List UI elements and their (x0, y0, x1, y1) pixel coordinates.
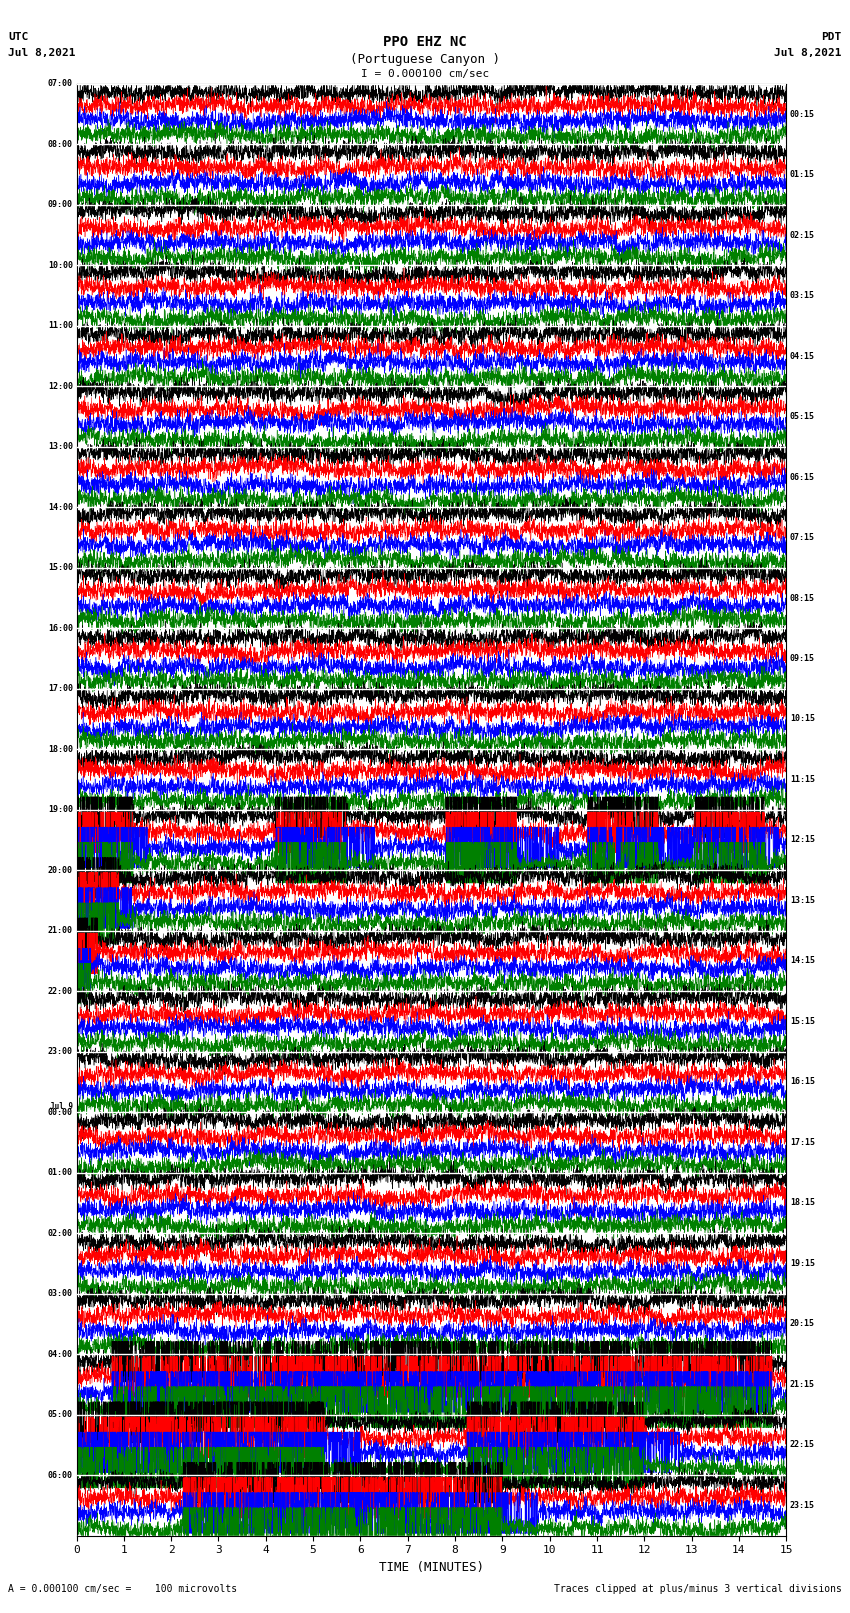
Text: 18:15: 18:15 (790, 1198, 815, 1208)
Text: Jul 8,2021: Jul 8,2021 (8, 48, 76, 58)
Text: 05:15: 05:15 (790, 411, 815, 421)
Text: 06:00: 06:00 (48, 1471, 73, 1479)
Text: 13:15: 13:15 (790, 895, 815, 905)
Text: PPO EHZ NC: PPO EHZ NC (383, 35, 467, 50)
Text: 20:00: 20:00 (48, 866, 73, 874)
Text: 04:00: 04:00 (48, 1350, 73, 1358)
Text: 05:00: 05:00 (48, 1410, 73, 1419)
Text: 00:15: 00:15 (790, 110, 815, 119)
Text: Traces clipped at plus/minus 3 vertical divisions: Traces clipped at plus/minus 3 vertical … (553, 1584, 842, 1594)
Text: 13:00: 13:00 (48, 442, 73, 452)
Text: 00:00: 00:00 (48, 1108, 73, 1116)
Text: (Portuguese Canyon ): (Portuguese Canyon ) (350, 53, 500, 66)
Text: 07:15: 07:15 (790, 532, 815, 542)
Text: PDT: PDT (821, 32, 842, 42)
Text: 01:00: 01:00 (48, 1168, 73, 1177)
Text: 01:15: 01:15 (790, 169, 815, 179)
Text: 12:00: 12:00 (48, 382, 73, 390)
Text: Jul 9: Jul 9 (50, 1102, 73, 1111)
Text: UTC: UTC (8, 32, 29, 42)
Text: 19:15: 19:15 (790, 1258, 815, 1268)
Text: 21:00: 21:00 (48, 926, 73, 936)
Text: 03:15: 03:15 (790, 290, 815, 300)
X-axis label: TIME (MINUTES): TIME (MINUTES) (379, 1561, 484, 1574)
Text: 23:00: 23:00 (48, 1047, 73, 1057)
Text: 23:15: 23:15 (790, 1500, 815, 1510)
Text: 10:15: 10:15 (790, 715, 815, 724)
Text: 04:15: 04:15 (790, 352, 815, 361)
Text: 03:00: 03:00 (48, 1289, 73, 1298)
Text: 08:15: 08:15 (790, 594, 815, 603)
Text: 15:00: 15:00 (48, 563, 73, 573)
Text: 09:00: 09:00 (48, 200, 73, 210)
Text: 09:15: 09:15 (790, 653, 815, 663)
Text: 22:15: 22:15 (790, 1440, 815, 1450)
Text: I = 0.000100 cm/sec: I = 0.000100 cm/sec (361, 69, 489, 79)
Text: 16:15: 16:15 (790, 1077, 815, 1087)
Text: 14:15: 14:15 (790, 957, 815, 966)
Text: 19:00: 19:00 (48, 805, 73, 815)
Text: 11:15: 11:15 (790, 774, 815, 784)
Text: 08:00: 08:00 (48, 140, 73, 148)
Text: 06:15: 06:15 (790, 473, 815, 482)
Text: A = 0.000100 cm/sec =    100 microvolts: A = 0.000100 cm/sec = 100 microvolts (8, 1584, 238, 1594)
Text: 16:00: 16:00 (48, 624, 73, 632)
Text: 07:00: 07:00 (48, 79, 73, 89)
Text: 11:00: 11:00 (48, 321, 73, 331)
Text: 22:00: 22:00 (48, 987, 73, 995)
Text: 10:00: 10:00 (48, 261, 73, 269)
Text: 17:00: 17:00 (48, 684, 73, 694)
Text: 20:15: 20:15 (790, 1319, 815, 1329)
Text: 12:15: 12:15 (790, 836, 815, 845)
Text: 21:15: 21:15 (790, 1379, 815, 1389)
Text: 15:15: 15:15 (790, 1016, 815, 1026)
Text: Jul 8,2021: Jul 8,2021 (774, 48, 842, 58)
Text: 18:00: 18:00 (48, 745, 73, 753)
Text: 14:00: 14:00 (48, 503, 73, 511)
Text: 02:15: 02:15 (790, 231, 815, 240)
Text: 17:15: 17:15 (790, 1137, 815, 1147)
Text: 02:00: 02:00 (48, 1229, 73, 1237)
